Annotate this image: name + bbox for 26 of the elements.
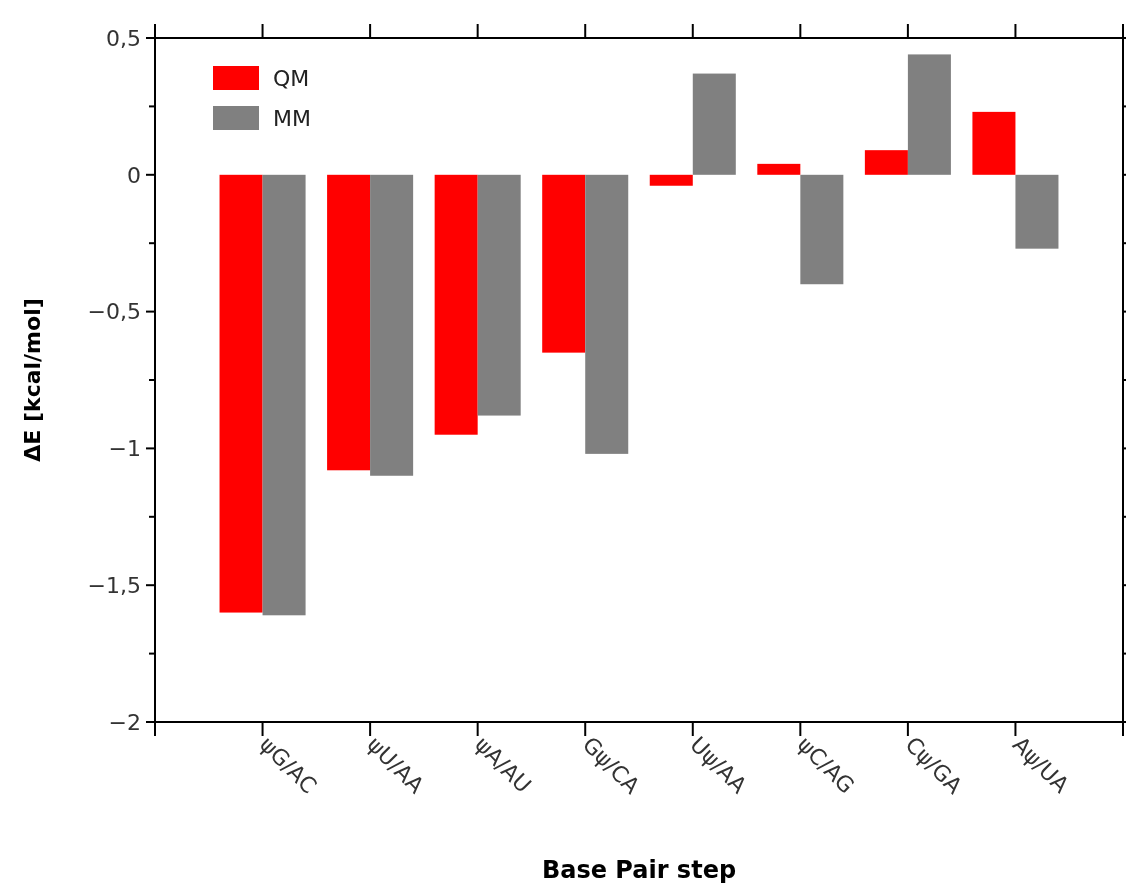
y-tick-label: 0,5 (106, 25, 141, 51)
bar (649, 174, 693, 186)
bar (585, 174, 629, 454)
bar (219, 174, 263, 613)
bar (262, 174, 306, 616)
bar (542, 174, 586, 353)
x-axis-title: Base Pair step (541, 856, 737, 884)
legend-label: QM (273, 65, 310, 91)
bar (864, 150, 908, 175)
y-tick-label: 0 (127, 162, 141, 188)
y-tick-label: −1 (108, 436, 141, 462)
bar (757, 163, 801, 175)
y-tick-label: −2 (108, 709, 141, 735)
bar (327, 174, 371, 471)
bar (1015, 174, 1059, 249)
bar (370, 174, 414, 476)
y-tick-label: −0,5 (87, 299, 141, 325)
y-tick-label: −1,5 (87, 572, 141, 598)
bar (434, 174, 478, 435)
bar (800, 174, 844, 285)
bar (907, 54, 951, 175)
bar (692, 73, 736, 175)
bar (477, 174, 521, 416)
bar (972, 111, 1016, 175)
y-axis-title: ΔE [kcal/mol] (20, 298, 45, 462)
legend-label: MM (273, 105, 311, 131)
